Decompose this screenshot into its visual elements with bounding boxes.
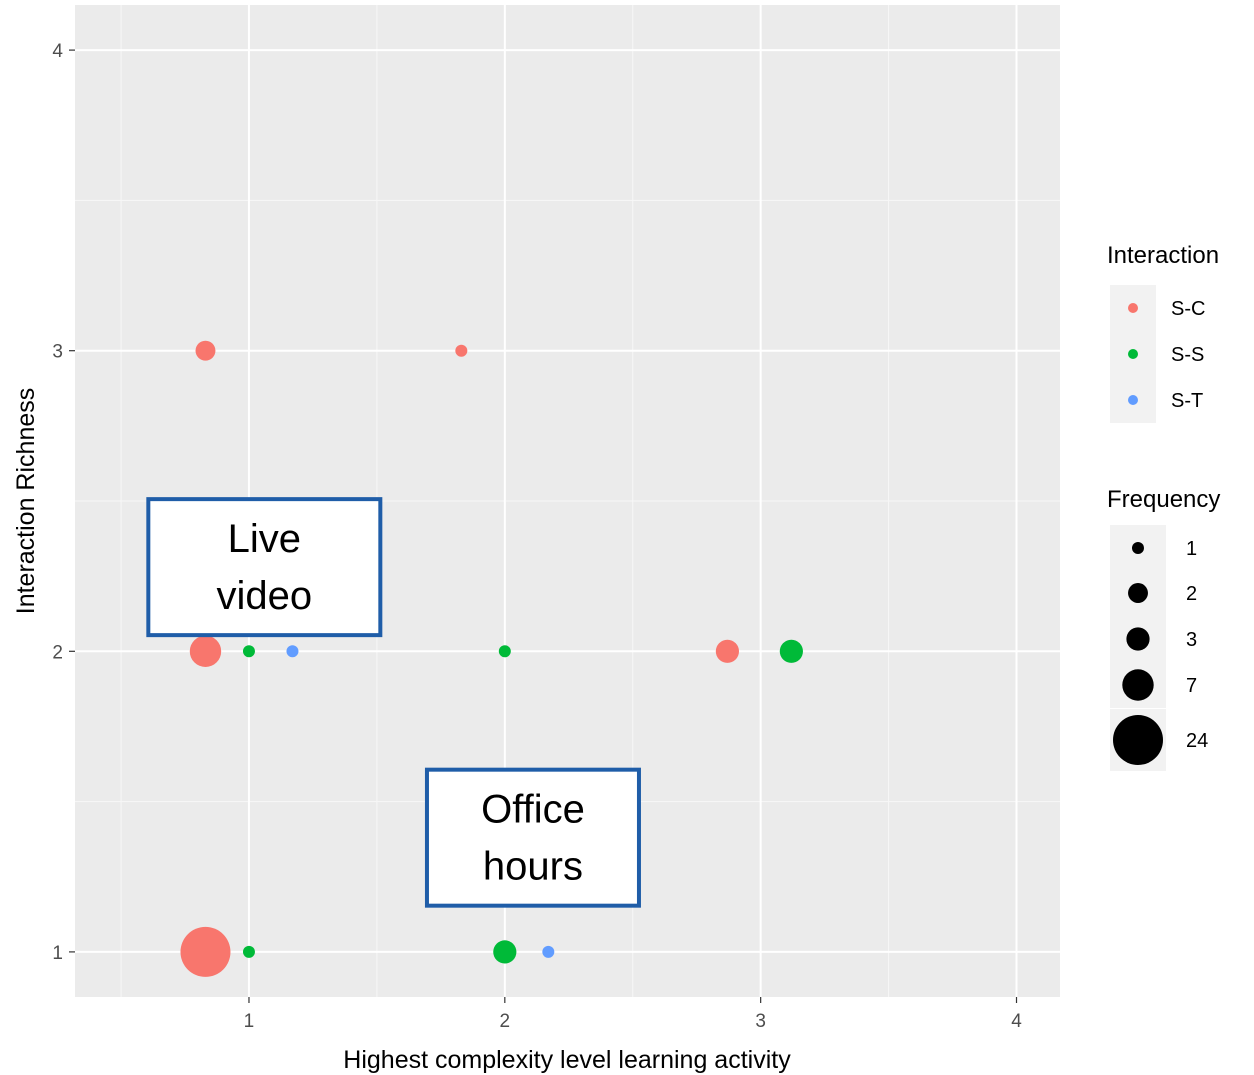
y-tick-label: 3 bbox=[52, 342, 63, 363]
legend-label: S-S bbox=[1171, 344, 1204, 366]
legend-size-key bbox=[1122, 669, 1153, 700]
x-tick-label: 1 bbox=[244, 1011, 255, 1032]
point-s-c bbox=[196, 341, 216, 361]
legend-size-key bbox=[1128, 583, 1148, 603]
y-tick-label: 1 bbox=[52, 943, 63, 964]
legend-size-key bbox=[1126, 627, 1149, 650]
point-s-c bbox=[190, 636, 221, 667]
legend-label: 1 bbox=[1186, 538, 1197, 560]
point-s-s bbox=[493, 940, 516, 963]
y-tick-label: 2 bbox=[52, 642, 63, 663]
legend-frequency-title: Frequency bbox=[1107, 486, 1220, 513]
y-axis-title: Interaction Richness bbox=[12, 388, 40, 615]
legend-label: 3 bbox=[1186, 629, 1197, 651]
legend-label: S-T bbox=[1171, 390, 1203, 412]
legend-label: S-C bbox=[1171, 298, 1205, 320]
point-s-s bbox=[499, 645, 511, 657]
legend-label: 2 bbox=[1186, 583, 1197, 605]
point-s-s bbox=[780, 640, 803, 663]
annotation-text: Office bbox=[481, 788, 585, 832]
point-s-c bbox=[455, 345, 467, 357]
point-s-t bbox=[286, 645, 298, 657]
legend-interaction-title: Interaction bbox=[1107, 242, 1219, 269]
legend-key-s-s bbox=[1128, 349, 1138, 359]
y-axis: 1 2 3 4 bbox=[52, 41, 75, 964]
point-s-s bbox=[243, 946, 255, 958]
annotation-text: video bbox=[217, 574, 313, 618]
legend-label: 7 bbox=[1186, 675, 1197, 697]
x-axis-title: Highest complexity level learning activi… bbox=[343, 1046, 791, 1074]
point-s-c bbox=[716, 640, 739, 663]
legend-label: 24 bbox=[1186, 730, 1208, 752]
legend-key-s-c bbox=[1128, 303, 1138, 313]
annotation-text: Live bbox=[228, 517, 301, 561]
x-tick-label: 4 bbox=[1011, 1011, 1022, 1032]
legend-size-key bbox=[1132, 542, 1144, 554]
legend-key-s-t bbox=[1128, 395, 1138, 405]
legend-interaction: Interaction S-C S-S S-T bbox=[1107, 242, 1219, 423]
y-tick-label: 4 bbox=[52, 41, 63, 62]
point-s-t bbox=[542, 946, 554, 958]
x-tick-label: 2 bbox=[500, 1011, 511, 1032]
legend-frequency: Frequency 1 2 3 7 24 bbox=[1107, 486, 1220, 771]
x-tick-label: 3 bbox=[755, 1011, 766, 1032]
point-s-c bbox=[180, 927, 230, 977]
annotation-text: hours bbox=[483, 845, 583, 889]
point-s-s bbox=[243, 645, 255, 657]
legend-size-key bbox=[1113, 715, 1163, 765]
x-axis: 1 2 3 4 bbox=[244, 997, 1023, 1032]
